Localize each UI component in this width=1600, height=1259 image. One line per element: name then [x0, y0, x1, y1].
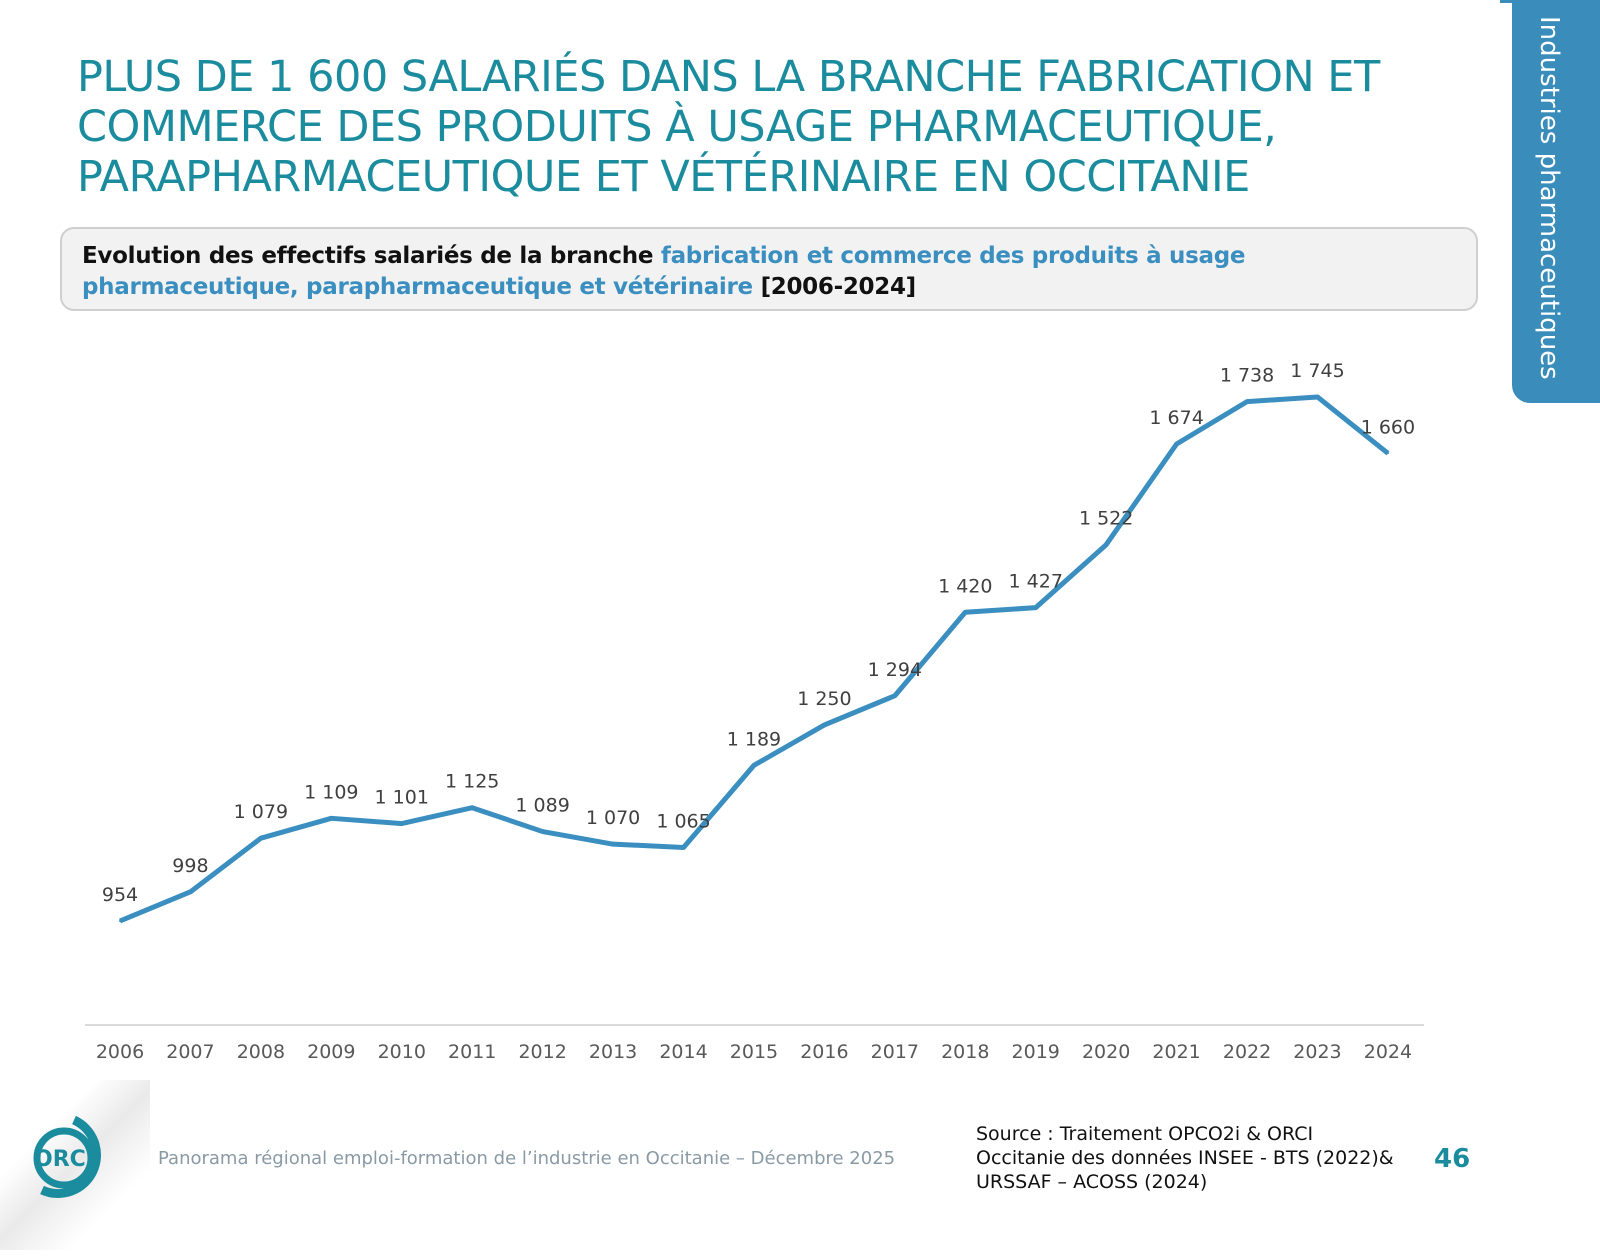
data-point — [1316, 395, 1319, 398]
data-point — [189, 890, 192, 893]
source-note: Source : Traitement OPCO2i & ORCI Occita… — [976, 1122, 1394, 1194]
x-tick-label: 2023 — [1293, 1041, 1341, 1063]
data-label: 1 109 — [304, 781, 358, 803]
data-point — [1246, 400, 1249, 403]
data-label: 1 420 — [938, 575, 992, 597]
section-tab-label: Industries pharmaceutiques — [1534, 16, 1564, 380]
orci-logo: ORCI — [33, 1115, 101, 1198]
x-tick-label: 2019 — [1012, 1041, 1060, 1063]
source-line: URSSAF – ACOSS (2024) — [976, 1171, 1208, 1193]
source-line: Source : Traitement OPCO2i & ORCI — [976, 1123, 1314, 1145]
x-tick-label: 2008 — [237, 1041, 285, 1063]
x-tick-label: 2012 — [518, 1041, 566, 1063]
line-chart: 954 2006 998 2007 1 079 2008 1 109 2009 1 101 201… — [85, 360, 1424, 1063]
data-label: 1 101 — [375, 787, 429, 809]
x-tick-label: 2021 — [1152, 1041, 1200, 1063]
svg-text:ORCI: ORCI — [34, 1147, 94, 1172]
data-point — [823, 723, 826, 726]
x-tick-label: 2007 — [166, 1041, 214, 1063]
x-tick-label: 2020 — [1082, 1041, 1130, 1063]
data-label: 1 738 — [1220, 365, 1274, 387]
x-tick-label: 2006 — [96, 1041, 144, 1063]
data-label: 1 660 — [1361, 416, 1415, 438]
logo-shadow — [0, 1080, 150, 1250]
data-point — [1034, 606, 1037, 609]
data-label: 1 427 — [1009, 571, 1063, 593]
x-tick-label: 2013 — [589, 1041, 637, 1063]
x-tick-label: 2017 — [871, 1041, 919, 1063]
data-label: 998 — [172, 855, 208, 877]
source-line: Occitanie des données INSEE - BTS (2022)… — [976, 1147, 1394, 1169]
x-tick-label: 2011 — [448, 1041, 496, 1063]
x-tick-label: 2010 — [378, 1041, 426, 1063]
series-line — [119, 394, 1390, 924]
data-label: 1 250 — [797, 688, 851, 710]
data-point — [893, 694, 896, 697]
page-number: 46 — [1434, 1144, 1471, 1174]
data-point — [612, 843, 615, 846]
data-label: 954 — [102, 884, 138, 906]
x-tick-label: 2024 — [1364, 1041, 1412, 1063]
publication-footer: Panorama régional emploi-formation de l’… — [158, 1148, 896, 1169]
data-label: 1 745 — [1290, 360, 1344, 382]
subtitle-highlight: fabrication et commerce des produits à u… — [82, 243, 1246, 300]
data-label: 1 189 — [727, 728, 781, 750]
data-label: 1 294 — [868, 659, 922, 681]
data-point — [682, 846, 685, 849]
x-tick-label: 2022 — [1223, 1041, 1271, 1063]
data-point — [752, 764, 755, 767]
x-tick-label: 2018 — [941, 1041, 989, 1063]
data-point — [1105, 543, 1108, 546]
data-point — [259, 837, 262, 840]
x-tick-label: 2009 — [307, 1041, 355, 1063]
data-point — [400, 822, 403, 825]
data-point — [119, 920, 121, 922]
data-label: 1 522 — [1079, 508, 1133, 530]
data-label: 1 079 — [234, 801, 288, 823]
data-label: 1 070 — [586, 807, 640, 829]
subtitle-text: Evolution des effectifs salariés de la b… — [82, 243, 661, 269]
x-tick-label: 2016 — [800, 1041, 848, 1063]
x-tick-label: 2015 — [730, 1041, 778, 1063]
data-point — [1386, 452, 1389, 455]
data-point — [330, 817, 333, 820]
subtitle-period: [2006-2024] — [752, 274, 917, 300]
data-point — [471, 806, 474, 809]
x-tick-label: 2014 — [659, 1041, 707, 1063]
data-point — [1175, 443, 1178, 445]
data-point — [541, 830, 544, 833]
data-point — [964, 611, 967, 614]
data-label: 1 125 — [445, 771, 499, 793]
page-title: PLUS DE 1 600 SALARIÉS DANS LA BRANCHE F… — [77, 52, 1380, 202]
chart-subtitle-box: Evolution des effectifs salariés de la b… — [60, 227, 1478, 311]
data-label: 1 065 — [656, 810, 710, 832]
section-tab: Industries pharmaceutiques — [1512, 0, 1600, 403]
data-label: 1 089 — [515, 795, 569, 817]
data-label: 1 674 — [1149, 407, 1203, 429]
